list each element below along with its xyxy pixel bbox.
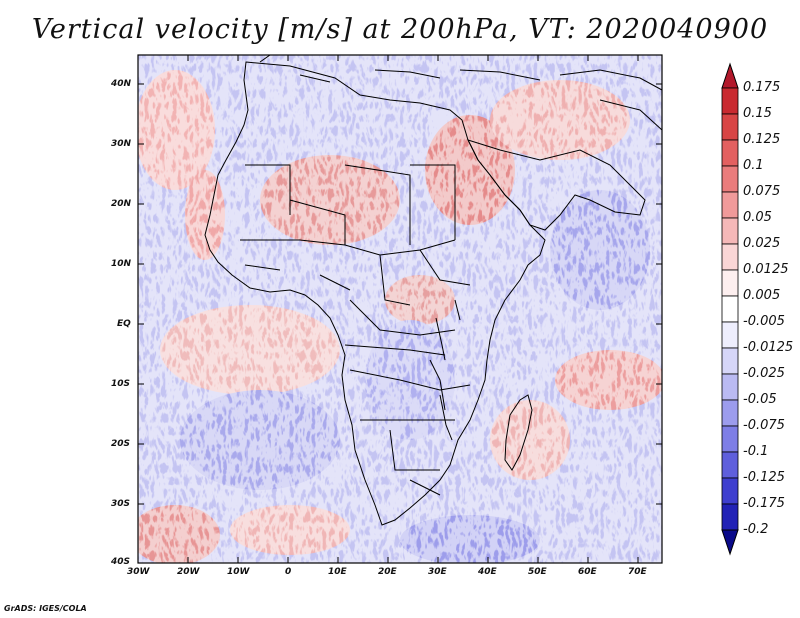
lat-label: EQ [117,319,131,329]
colorbar-swatch [721,217,739,245]
lon-label: 50E [528,567,547,577]
colorbar-label: 0.1 [743,158,764,173]
colorbar-label: -0.05 [743,392,777,407]
lon-label: 70E [628,567,647,577]
colorbar-swatch [721,113,739,141]
coastlines [204,55,662,526]
lon-label: 20E [378,567,397,577]
colorbar-swatch [721,477,739,505]
colorbar-label: 0.175 [743,80,781,95]
colorbar [721,62,739,556]
lat-label: 20N [111,199,132,209]
colorbar-swatch [721,243,739,271]
plot-frame [137,54,663,564]
colorbar-label: -0.175 [743,496,785,511]
colorbar-swatch [721,191,739,219]
lon-label: 60E [578,567,597,577]
lon-label: 0 [285,567,292,577]
colorbar-label: 0.025 [743,236,781,251]
colorbar-swatch [721,451,739,479]
colorbar-swatch [721,399,739,427]
lat-label: 30N [111,139,132,149]
lat-label: 40N [111,79,132,89]
lat-label: 20S [111,439,131,449]
lon-label: 30W [127,567,150,577]
colorbar-boxes [721,87,739,531]
lon-label: 20W [177,567,200,577]
colorbar-swatch [721,87,739,115]
colorbar-label: -0.075 [743,418,785,433]
lat-label: 10N [111,259,132,269]
colorbar-label: 0.15 [743,106,772,121]
colorbar-label: -0.005 [743,314,785,329]
colorbar-swatch [721,503,739,531]
colorbar-swatch [721,269,739,297]
colorbar-label: -0.125 [743,470,785,485]
colorbar-label: 0.075 [743,184,781,199]
colorbar-swatch [721,373,739,401]
colorbar-swatch [721,347,739,375]
colorbar-swatch [721,425,739,453]
colorbar-swatch [721,165,739,193]
axis-ticks [138,55,662,563]
colorbar-bottom-arrow [721,529,739,556]
colorbar-label: 0.125 [743,132,781,147]
colorbar-label: 0.0125 [743,262,789,277]
lon-label: 30E [428,567,447,577]
colorbar-swatch [721,295,739,323]
lon-label: 10E [328,567,347,577]
map-title: Vertical velocity [m/s] at 200hPa, VT: 2… [31,14,769,45]
colorbar-label: 0.05 [743,210,772,225]
colorbar-label: -0.1 [743,444,769,459]
colorbar-label: -0.2 [743,522,769,537]
grads-credit: GrADS: IGES/COLA [4,604,87,613]
colorbar-label: -0.025 [743,366,785,381]
colorbar-label: -0.0125 [743,340,794,355]
colorbar-top-arrow [721,62,739,89]
vertical-velocity-field [138,55,662,563]
colorbar-label: 0.005 [743,288,781,303]
lat-label: 30S [111,499,131,509]
colorbar-swatch [721,321,739,349]
lon-label: 40E [478,567,497,577]
lat-label: 40S [111,557,131,567]
colorbar-swatch [721,139,739,167]
lat-label: 10S [111,379,131,389]
lon-label: 10W [227,567,250,577]
